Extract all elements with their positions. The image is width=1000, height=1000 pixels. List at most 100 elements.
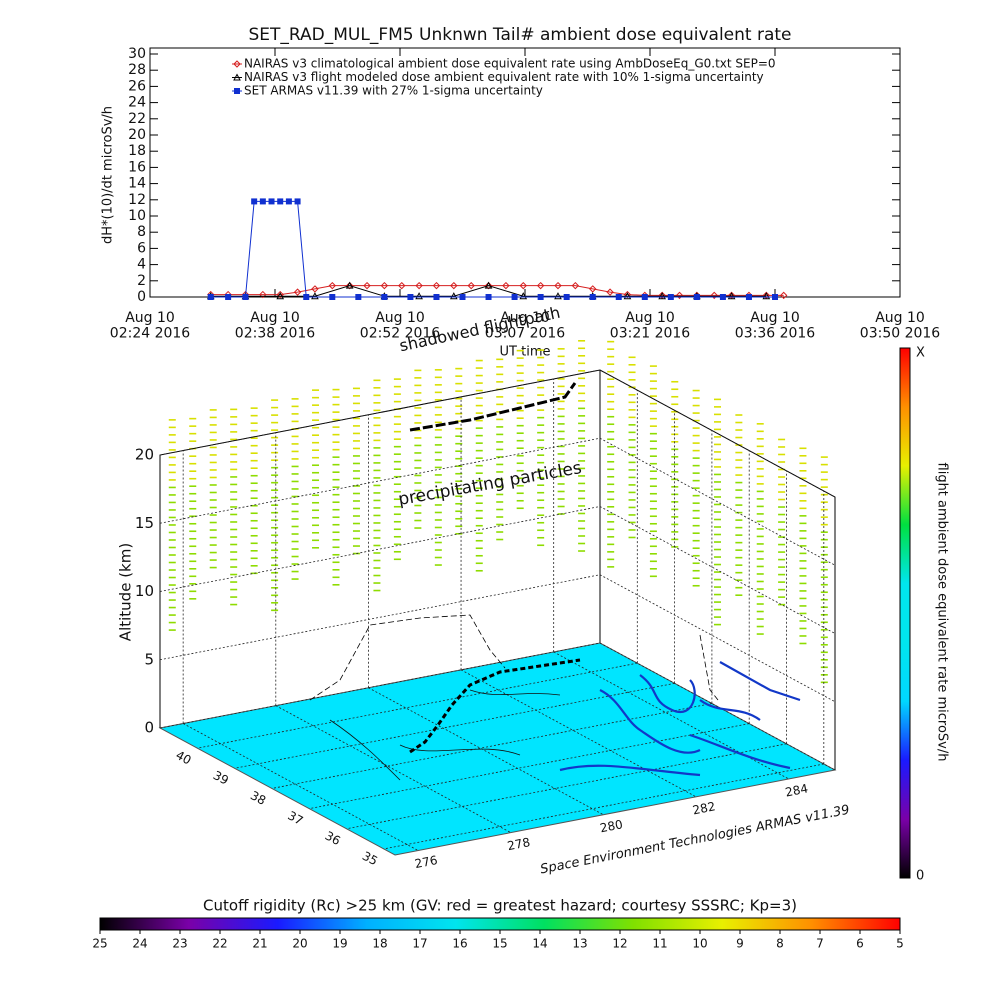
marker (658, 292, 666, 300)
marker (380, 281, 389, 290)
marker (303, 294, 310, 300)
marker (485, 294, 492, 300)
grid-line (346, 743, 787, 830)
x-tick-label: Aug 10 03:50 2016 (860, 310, 941, 341)
y-tick-label: 40 (174, 748, 194, 768)
z-tick-label: 15 (135, 514, 154, 532)
grid-line (309, 723, 750, 810)
marker (502, 281, 510, 290)
colorbar-tick-label: X (916, 346, 925, 361)
legend-marker (233, 73, 241, 81)
colorbar-tick-label: 9 (736, 937, 744, 951)
marker (537, 294, 544, 300)
z-axis-label: Altitude (km) (117, 543, 135, 641)
marker (449, 292, 458, 300)
marker (311, 292, 319, 300)
marker (459, 294, 466, 300)
colorbar-tick-label: 11 (652, 937, 667, 951)
colorbar-tick-label: 17 (412, 937, 427, 951)
y-tick-label: 16 (128, 159, 146, 175)
grid-line (159, 506, 836, 634)
marker (623, 290, 632, 299)
colorbar-tick-label: 24 (132, 937, 147, 951)
series-line (210, 200, 775, 298)
colorbar-horizontal (99, 917, 901, 931)
colorbar-tick-label: 22 (212, 937, 227, 951)
x-tick-label: Aug 10 02:52 2016 (360, 310, 441, 341)
marker (242, 294, 249, 300)
y-tick-label: 2 (137, 273, 146, 289)
colorbar-tick-label: 6 (856, 937, 864, 951)
colorbar-tick-label: 0 (916, 869, 924, 884)
marker (675, 291, 684, 300)
marker (693, 294, 700, 300)
y-tick-label: 0 (137, 289, 146, 305)
grid-line (197, 662, 638, 749)
y-tick-label: 14 (128, 176, 146, 192)
marker (519, 281, 527, 290)
x-tick-label: 278 (506, 835, 531, 853)
y-tick-label: 4 (137, 257, 146, 273)
marker (363, 281, 371, 290)
marker (276, 290, 284, 299)
marker (772, 294, 778, 300)
marker (615, 294, 622, 300)
marker (251, 198, 258, 205)
colorbar-tick-label: 15 (492, 937, 507, 951)
marker (536, 281, 545, 290)
grid-line (368, 687, 604, 816)
y-tick-label: 20 (128, 127, 146, 143)
legend-label: SET ARMAS v11.39 with 27% 1-sigma uncert… (244, 84, 543, 98)
y-tick-label: 36 (323, 829, 343, 849)
z-tick-label: 5 (144, 650, 154, 668)
y-axis-label: dH*(10)/dt microSv/h (101, 106, 116, 244)
legend-label: NAIRAS v3 climatological ambient dose eq… (244, 57, 776, 71)
y-tick-label: 22 (128, 111, 146, 127)
grid-line (271, 703, 712, 789)
marker (407, 294, 414, 300)
y-tick-label: 39 (211, 768, 231, 788)
marker (328, 281, 336, 290)
marker (268, 198, 275, 205)
flight-path-shadow (409, 382, 577, 432)
marker (415, 292, 423, 300)
z-tick-label: 10 (135, 582, 154, 600)
grid-line (234, 682, 675, 769)
x-tick-label: 280 (599, 817, 624, 835)
z-tick-label: 20 (135, 446, 154, 464)
marker (285, 198, 292, 205)
marker (294, 198, 301, 205)
altitude-profile (309, 614, 719, 701)
marker (710, 291, 718, 300)
marker (641, 294, 648, 300)
colorbar-tick-label: 10 (692, 937, 707, 951)
grid-line (159, 369, 836, 498)
grid-line (553, 651, 789, 780)
x-tick-label: Aug 10 03:21 2016 (610, 310, 691, 341)
x-axis-label: UT time (500, 345, 551, 360)
y-tick-label: 8 (137, 224, 146, 240)
marker (554, 281, 562, 290)
marker (207, 294, 214, 300)
marker (554, 292, 562, 300)
marker (727, 292, 736, 300)
marker (225, 294, 232, 300)
grid-line (383, 763, 824, 850)
y-tick-label: 10 (128, 208, 146, 224)
marker (667, 294, 674, 300)
y-tick-label: 6 (137, 240, 146, 256)
marker (277, 198, 284, 205)
border (329, 689, 561, 781)
y-tick-label: 35 (360, 849, 380, 869)
x-tick-label: 276 (413, 853, 438, 871)
marker (311, 285, 319, 293)
marker (779, 291, 788, 300)
legend-marker (233, 60, 241, 68)
y-tick-label: 28 (128, 62, 146, 78)
annotation: precipitating particles (397, 458, 584, 510)
colorbar-tick-label: 25 (92, 937, 107, 951)
colorbar-tick-label: 7 (816, 937, 824, 951)
x-tick-label: Aug 10 02:38 2016 (235, 310, 316, 341)
marker (381, 294, 388, 300)
